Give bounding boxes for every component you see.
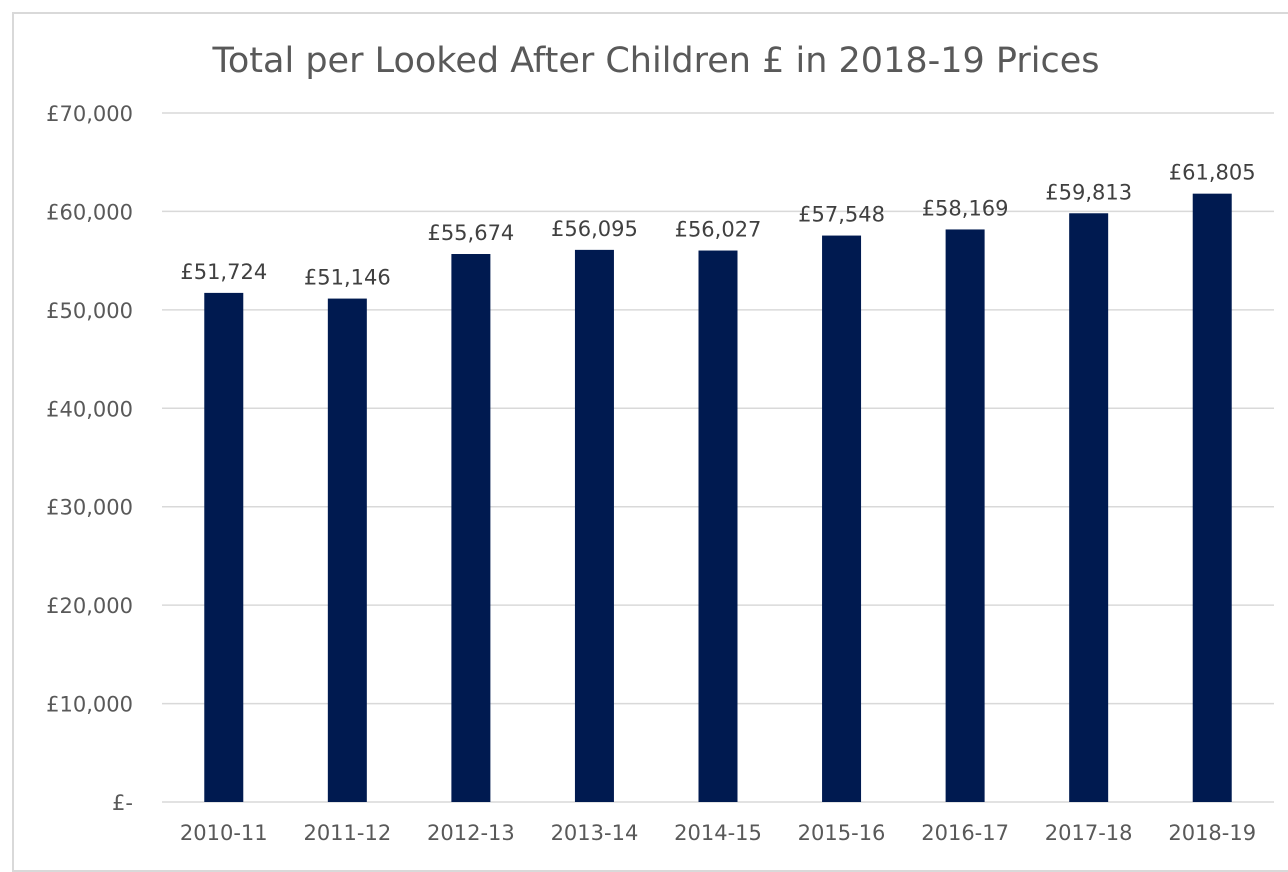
bars [204,193,1232,803]
data-label: £61,805 [1169,161,1256,185]
bar [204,292,244,802]
bar [574,249,614,802]
x-axis-tick-labels: 2010-11 2011-12 2012-13 2013-14 2014-15 2015-… [180,821,1256,845]
bar [698,250,738,802]
y-tick-label: £50,000 [46,299,133,323]
data-labels: £51,724 £51,146 £55,674 £56,095 £56,027 £57,5… [180,161,1255,290]
y-tick-label: £- [112,791,133,815]
bar-chart: Total per Looked After Children £ in 201… [46,41,1274,845]
chart-title: Total per Looked After Children £ in 201… [211,41,1099,81]
bar [945,229,985,803]
data-label: £51,724 [180,260,267,284]
x-tick-label: 2017-18 [1045,821,1133,845]
data-label: £56,095 [551,217,638,241]
bar [1069,213,1109,803]
y-tick-label: £70,000 [46,102,133,126]
bar [1192,193,1232,802]
y-tick-label: £30,000 [46,496,133,520]
x-tick-label: 2014-15 [674,821,762,845]
y-axis-tick-labels: £- £10,000 £20,000 £30,000 £40,000 £50,000 £60… [46,102,133,815]
y-tick-label: £10,000 [46,693,133,717]
data-label: £57,548 [798,203,885,227]
x-tick-label: 2018-19 [1168,821,1256,845]
data-label: £55,674 [427,221,514,245]
bar [451,254,491,802]
y-tick-label: £60,000 [46,200,133,224]
bar [327,298,367,802]
x-tick-label: 2013-14 [551,821,639,845]
data-label: £58,169 [922,196,1009,220]
x-tick-label: 2010-11 [180,821,268,845]
y-tick-label: £40,000 [46,397,133,421]
y-tick-label: £20,000 [46,594,133,618]
data-label: £56,027 [675,218,762,242]
x-tick-label: 2012-13 [427,821,515,845]
x-tick-label: 2011-12 [303,821,391,845]
data-label: £59,813 [1045,180,1132,204]
x-tick-label: 2015-16 [798,821,886,845]
data-label: £51,146 [304,266,391,290]
bar [822,235,862,803]
x-tick-label: 2016-17 [921,821,1009,845]
